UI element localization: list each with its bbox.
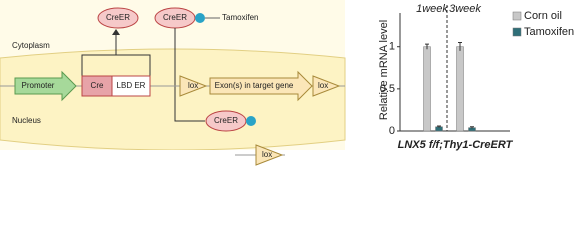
legend-label: Corn oil [524, 10, 562, 22]
exon-arrow [209, 70, 313, 102]
promoter-label: Promoter [22, 81, 55, 90]
error-bar [458, 42, 462, 51]
figure: Cytoplasm Nucleus CreER CreER Tamoxifen … [0, 0, 574, 167]
creer-label: CreER [163, 13, 187, 22]
group-label: 3week [449, 3, 481, 15]
cytoplasm-label: Cytoplasm [12, 41, 50, 50]
bar [456, 46, 464, 132]
legend-swatch [512, 11, 522, 21]
bg [0, 150, 345, 167]
lox-label: lox [318, 81, 328, 90]
lox-triangle [255, 144, 284, 166]
error-bar [425, 43, 429, 50]
bracket [81, 32, 151, 76]
y-tick-label: 0.5 [380, 83, 395, 95]
diagram: Cytoplasm Nucleus CreER CreER Tamoxifen … [0, 0, 346, 167]
legend-label: Tamoxifen [524, 26, 574, 38]
error-bar [470, 126, 474, 129]
creer-label: CreER [214, 116, 238, 125]
tamoxifen-dot [195, 13, 205, 23]
bar [423, 46, 431, 132]
arrowhead [112, 29, 120, 35]
group-label: 1week [416, 3, 448, 15]
tamoxifen-dot [246, 116, 256, 126]
y-axis-label: Relative mRNA level [378, 20, 390, 120]
lox-label: lox [262, 150, 272, 159]
arrow [174, 28, 205, 122]
creer-label: CreER [106, 13, 130, 22]
x-axis-label: LNX5 f/f;Thy1-CreERT [398, 139, 514, 151]
legend-swatch [512, 27, 522, 37]
nucleus-label: Nucleus [12, 116, 41, 125]
y-tick-label: 0 [389, 125, 395, 137]
exon-label: Exon(s) in target gene [215, 81, 294, 90]
lbd-label: LBD ER [117, 81, 146, 90]
lbd-box [111, 75, 151, 97]
lox-label: lox [188, 81, 198, 90]
creer-oval [97, 7, 139, 29]
error-bar [437, 125, 441, 128]
tamoxifen-label: Tamoxifen [222, 13, 258, 22]
lox-triangle [179, 75, 208, 97]
cre-label: Cre [91, 81, 104, 90]
lox-triangle [312, 75, 341, 97]
nucleus-band [0, 48, 346, 151]
promoter-arrow [14, 70, 77, 102]
y-tick-label: 1 [389, 41, 395, 53]
chart: Relative mRNA level LNX5 f/f;Thy1-CreERT… [378, 3, 574, 151]
